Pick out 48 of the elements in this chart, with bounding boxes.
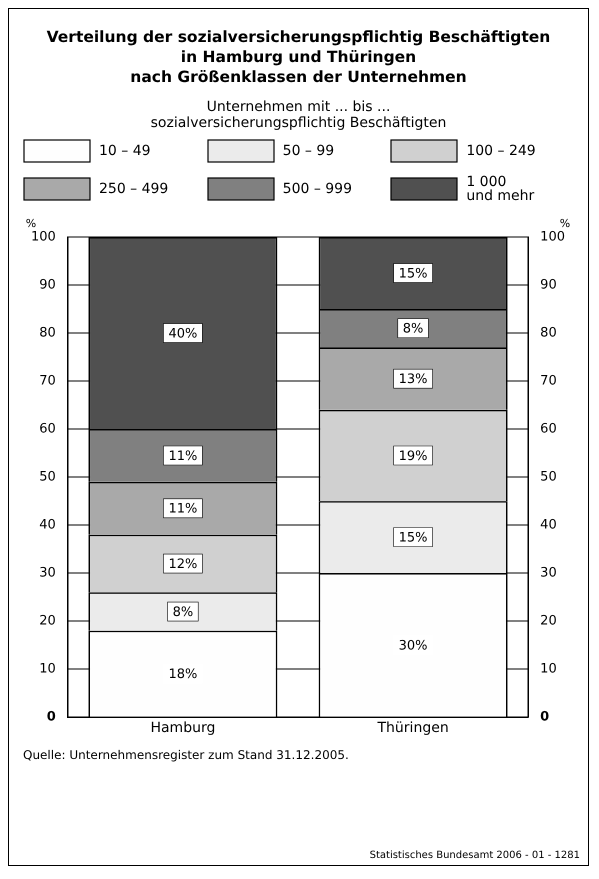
x-tick-label: Thüringen bbox=[376, 720, 449, 736]
y2-tick-label: 0 bbox=[540, 710, 550, 725]
legend-label: 10 – 49 bbox=[99, 143, 151, 159]
y2-tick-label: 80 bbox=[540, 325, 557, 340]
y2-tick-label: 70 bbox=[540, 373, 557, 388]
y-tick-label: 100 bbox=[30, 229, 56, 244]
y-tick-label: 80 bbox=[39, 325, 56, 340]
text: Statistisches Bundesamt 2006 - 01 - 1281 bbox=[370, 850, 580, 861]
legend-label: 500 – 999 bbox=[282, 181, 352, 197]
data-label: 11% bbox=[168, 448, 198, 464]
legend-label: 50 – 99 bbox=[282, 143, 334, 159]
data-label: 15% bbox=[398, 266, 428, 282]
y-tick-label: 90 bbox=[39, 277, 56, 292]
x-tick-label: Hamburg bbox=[150, 720, 216, 736]
data-label: 19% bbox=[398, 448, 428, 464]
data-label: 15% bbox=[398, 530, 428, 546]
y-tick-label: 60 bbox=[39, 421, 56, 436]
data-label: 30% bbox=[398, 638, 428, 654]
data-label: 40% bbox=[168, 326, 198, 342]
legend-label: 100 – 249 bbox=[466, 143, 536, 159]
y2-tick-label: 20 bbox=[540, 614, 557, 629]
y2-tick-label: 30 bbox=[540, 566, 557, 581]
data-label: 12% bbox=[168, 556, 198, 572]
y2-tick-label: 40 bbox=[540, 517, 557, 532]
data-label: 8% bbox=[172, 604, 194, 620]
y-axis-title: % bbox=[26, 217, 36, 230]
y-tick-label: 0 bbox=[46, 710, 56, 725]
text: 1 000 und mehr bbox=[466, 174, 534, 204]
data-label: 8% bbox=[402, 322, 424, 337]
source-note: Quelle: Unternehmensregister zum Stand 31.12.2005. bbox=[23, 748, 350, 762]
y2-tick-label: 50 bbox=[540, 469, 557, 484]
y-tick-label: 10 bbox=[39, 662, 56, 677]
y-tick-label: 40 bbox=[39, 517, 56, 532]
y-tick-label: 50 bbox=[39, 469, 56, 484]
legend-label: 250 – 499 bbox=[99, 181, 168, 197]
data-label: 11% bbox=[168, 502, 198, 517]
y-tick-label: 30 bbox=[39, 566, 56, 581]
y2-axis-title: % bbox=[560, 217, 570, 230]
chart-title: Verteilung der sozialversicherungspflichtig Beschäftigten in Hamburg und Thüringen nach Größenklassen der Unternehmen bbox=[46, 27, 552, 87]
y2-tick-label: 90 bbox=[540, 277, 557, 292]
y-tick-label: 70 bbox=[39, 373, 56, 388]
data-label: 13% bbox=[398, 372, 428, 388]
data-label: 18% bbox=[168, 667, 198, 682]
y2-tick-label: 60 bbox=[540, 421, 557, 436]
y-tick-label: 20 bbox=[39, 614, 56, 629]
legend-title: Unternehmen mit ... bis ... sozialversicherungspflichtig Beschäftigten bbox=[150, 99, 448, 131]
y2-tick-label: 100 bbox=[540, 229, 566, 244]
y2-tick-label: 10 bbox=[540, 662, 557, 677]
